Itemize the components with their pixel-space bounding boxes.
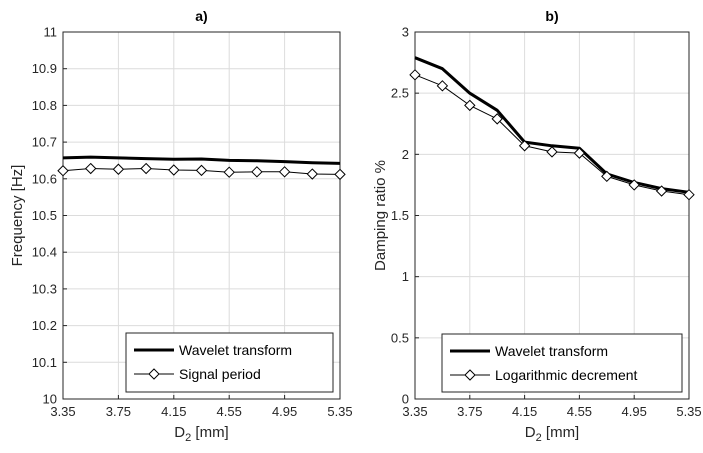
panel-b-series-diamond-marker bbox=[409, 69, 421, 81]
panel-b-x-axis-label-main: D bbox=[525, 424, 536, 441]
panel-b-series-diamond-marker bbox=[573, 147, 586, 159]
panel-a-series-diamond-marker bbox=[84, 162, 97, 175]
panel-a-y-tick-label: 10.5 bbox=[32, 208, 57, 223]
panel-b-legend-wavelet-label: Wavelet transform bbox=[495, 343, 608, 359]
panel-a-y-tick-label: 10.8 bbox=[32, 98, 57, 113]
panel-b-y-tick-label: 3 bbox=[402, 25, 409, 40]
panel-a-x-tick-label: 3.35 bbox=[50, 404, 75, 419]
panel-b-x-tick-label: 4.15 bbox=[512, 404, 537, 419]
panel-a-series-diamond-marker bbox=[168, 164, 180, 176]
panel-a-series-diamond-marker bbox=[195, 164, 208, 177]
panel-b-y-tick-label: 0 bbox=[402, 392, 409, 407]
panel-a-legend-wavelet-label: Wavelet transform bbox=[179, 342, 292, 358]
panel-a-x-axis-label-sub: 2 bbox=[185, 432, 191, 444]
panel-b-series-diamond-marker bbox=[683, 188, 695, 201]
panel-a-x-tick-label: 3.75 bbox=[106, 404, 131, 419]
panel-b-axes-box bbox=[414, 31, 690, 400]
panel-a-x-tick-label: 4.95 bbox=[272, 404, 297, 419]
panel-a-x-tick-label: 4.55 bbox=[217, 404, 242, 419]
panel-a-series-diamond-marker bbox=[57, 165, 69, 177]
panel-a-x-axis-label-unit: [mm] bbox=[191, 424, 229, 441]
panel-b-x-axis-label: D2 [mm] bbox=[525, 424, 579, 444]
panel-b-series-diamond-marker bbox=[518, 140, 531, 152]
panel-a-y-tick-label: 10.2 bbox=[32, 318, 57, 333]
panel-a-series-diamond-marker bbox=[223, 166, 235, 178]
panel-b-x-axis-label-unit: [mm] bbox=[542, 424, 580, 441]
panel-b: 3.35 3.75 4.15 4.55 4.95 5.35 0 0.5 1 1.5 2 2.5 3 b) D… bbox=[372, 8, 702, 444]
panel-a-series-diamond-marker bbox=[334, 168, 346, 181]
panel-a-axes-box bbox=[62, 31, 341, 400]
panel-a-series-wavelet-line bbox=[62, 155, 341, 165]
panel-a-series-diamond-marker bbox=[112, 163, 125, 175]
panel-a-series-diamond-marker bbox=[140, 162, 152, 175]
panel-b-y-tick-label: 0.5 bbox=[391, 330, 409, 345]
panel-b-series-diamond-marker bbox=[655, 185, 668, 197]
panel-b-x-tick-label: 3.75 bbox=[457, 404, 482, 419]
panel-b-series-diamond-marker bbox=[628, 179, 640, 191]
panel-a-legend-diamond-label: Signal period bbox=[179, 366, 261, 382]
panel-a-legend bbox=[125, 332, 334, 393]
panel-a-series-diamond-marker bbox=[278, 166, 291, 178]
panel-b-series-diamond-marker bbox=[491, 113, 503, 125]
panel-b-y-tick-label: 2.5 bbox=[391, 86, 409, 101]
panel-a-series-diamond-marker bbox=[251, 166, 263, 178]
panel-b-legend bbox=[441, 333, 683, 393]
panel-b-series-diamond-marker bbox=[601, 170, 613, 183]
panel-a-y-tick-label: 10.9 bbox=[32, 61, 57, 76]
panel-a: 3.35 3.75 4.15 4.55 4.95 5.35 10 10.1 10.2 10.3 10… bbox=[9, 8, 353, 444]
panel-a-y-tick-label: 10.6 bbox=[32, 171, 57, 186]
panel-b-title: b) bbox=[545, 8, 558, 24]
panel-b-series-wavelet-line bbox=[414, 56, 690, 194]
panel-b-series-diamond-marker bbox=[464, 99, 476, 112]
panel-a-y-tick-label: 10 bbox=[43, 392, 57, 407]
panel-b-y-axis-label: Damping ratio % bbox=[372, 160, 389, 271]
panel-b-x-tick-label: 4.55 bbox=[567, 404, 592, 419]
panel-a-y-axis-label: Frequency [Hz] bbox=[9, 165, 26, 267]
panel-b-y-tick-label: 1 bbox=[402, 269, 409, 284]
panel-b-legend-diamond-label: Logarithmic decrement bbox=[495, 367, 638, 383]
panel-a-x-axis-label: D2 [mm] bbox=[174, 424, 228, 444]
panel-b-x-axis-label-sub: 2 bbox=[536, 432, 542, 444]
panel-b-x-tick-label: 4.95 bbox=[622, 404, 647, 419]
panel-a-y-tick-label: 10.1 bbox=[32, 355, 57, 370]
panel-a-y-tick-label: 10.7 bbox=[32, 135, 57, 150]
panel-a-x-tick-label: 4.15 bbox=[161, 404, 186, 419]
panel-a-y-tick-label: 10.3 bbox=[32, 281, 57, 296]
panel-b-series-diamond-marker bbox=[546, 146, 558, 158]
panel-a-series-diamond-marker bbox=[306, 168, 319, 180]
panel-b-x-tick-label: 3.35 bbox=[402, 404, 427, 419]
panel-a-legend-diamond-marker bbox=[148, 368, 160, 380]
panel-b-y-tick-label: 2 bbox=[402, 147, 409, 162]
panel-a-x-axis-label-main: D bbox=[174, 424, 185, 441]
panel-b-series-diamond-marker bbox=[436, 80, 449, 92]
panel-b-y-tick-label: 1.5 bbox=[391, 208, 409, 223]
panel-b-legend-diamond-marker bbox=[464, 369, 476, 381]
panel-a-x-tick-label: 5.35 bbox=[327, 404, 352, 419]
panel-a-y-tick-label: 10.4 bbox=[32, 245, 57, 260]
panel-a-y-tick-label: 11 bbox=[44, 25, 58, 40]
panel-b-x-tick-label: 5.35 bbox=[676, 404, 701, 419]
panel-a-title: a) bbox=[195, 8, 207, 24]
